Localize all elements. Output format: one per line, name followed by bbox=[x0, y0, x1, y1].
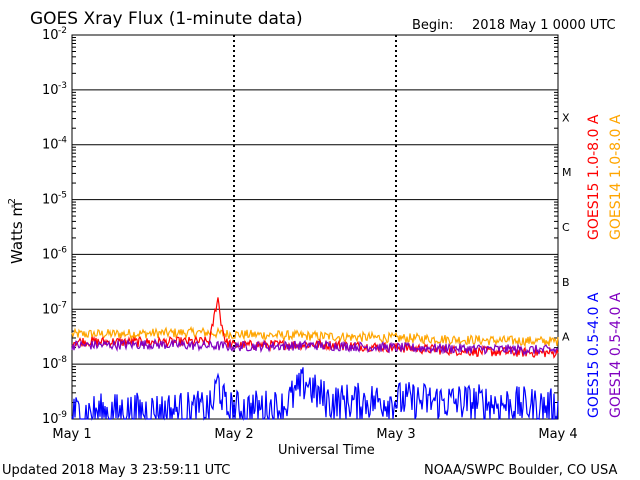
y-axis-label-exponent: -2 bbox=[7, 198, 18, 208]
y-tick-exponent: -5 bbox=[58, 191, 67, 201]
y-tick-mantissa: 10 bbox=[42, 302, 59, 317]
y-tick-label: 10 -3 bbox=[42, 81, 67, 98]
y-tick-mantissa: 10 bbox=[42, 357, 59, 372]
y-tick-label: 10 -8 bbox=[42, 355, 67, 372]
y-tick-label: 10 -9 bbox=[42, 410, 67, 427]
series-line bbox=[71, 338, 559, 357]
y-tick-labels: 10-910-810-710-610-510-410-310-2 bbox=[42, 26, 67, 427]
y-tick-label: 10 -6 bbox=[42, 245, 67, 262]
x-tick-label: May 4 bbox=[538, 427, 577, 442]
updated-text: Updated 2018 May 3 23:59:11 UTC bbox=[2, 463, 230, 478]
y-tick-mantissa: 10 bbox=[42, 412, 59, 427]
x-tick-labels: May 1 May 2 May 3 May 4 bbox=[52, 427, 577, 442]
series-line bbox=[71, 367, 559, 422]
series-line bbox=[71, 297, 559, 359]
y-tick-mantissa: 10 bbox=[42, 28, 59, 43]
y-tick-mantissa: 10 bbox=[42, 138, 59, 153]
series-layer bbox=[71, 297, 559, 422]
legend-left-group: GOES15 0.5-4.0 A GOES14 0.5-4.0 A bbox=[586, 292, 624, 418]
y-axis-label: Watts m -2 bbox=[7, 198, 26, 264]
y-tick-exponent: -8 bbox=[58, 355, 67, 365]
y-axis-label-text: Watts m bbox=[8, 202, 26, 264]
y-tick-mantissa: 10 bbox=[42, 247, 59, 262]
chart-title: GOES Xray Flux (1-minute data) bbox=[30, 9, 303, 29]
y-tick-label: 10 -2 bbox=[42, 26, 67, 43]
begin-value: 2018 May 1 0000 UTC bbox=[472, 18, 616, 33]
flare-class-label: X bbox=[562, 111, 570, 124]
source-text: NOAA/SWPC Boulder, CO USA bbox=[424, 463, 617, 478]
y-tick-exponent: -3 bbox=[58, 81, 67, 91]
y-tick-exponent: -7 bbox=[58, 300, 67, 310]
y-tick-exponent: -2 bbox=[58, 26, 67, 36]
flare-class-label: A bbox=[562, 331, 570, 344]
y-tick-mantissa: 10 bbox=[42, 83, 59, 98]
y-tick-exponent: -9 bbox=[58, 410, 67, 420]
y-tick-exponent: -6 bbox=[58, 245, 67, 255]
series-line bbox=[71, 325, 559, 348]
plot-area bbox=[71, 34, 559, 420]
legend-goes14-long: GOES14 1.0-8.0 A bbox=[608, 114, 624, 240]
x-axis-label: Universal Time bbox=[278, 443, 375, 458]
flare-class-label: C bbox=[562, 221, 570, 234]
x-tick-label: May 1 bbox=[52, 427, 91, 442]
begin-label: Begin: bbox=[412, 18, 453, 33]
y-tick-label: 10 -7 bbox=[42, 300, 67, 317]
grid-lines bbox=[72, 35, 558, 419]
flare-class-label: B bbox=[562, 276, 570, 289]
legend-goes14-short: GOES14 0.5-4.0 A bbox=[608, 292, 624, 418]
legend-goes15-long: GOES15 1.0-8.0 A bbox=[586, 114, 602, 240]
y-tick-label: 10 -5 bbox=[42, 191, 67, 208]
flare-class-label: M bbox=[562, 166, 572, 179]
y-tick-mantissa: 10 bbox=[42, 193, 59, 208]
legend-right-group: GOES15 1.0-8.0 A GOES14 1.0-8.0 A bbox=[586, 114, 624, 240]
y-tick-label: 10 -4 bbox=[42, 136, 67, 153]
flare-class-labels: A B C M X bbox=[562, 111, 572, 343]
legend-goes15-short: GOES15 0.5-4.0 A bbox=[586, 292, 602, 418]
y-tick-exponent: -4 bbox=[58, 136, 67, 146]
x-tick-label: May 3 bbox=[376, 427, 415, 442]
x-tick-label: May 2 bbox=[214, 427, 253, 442]
